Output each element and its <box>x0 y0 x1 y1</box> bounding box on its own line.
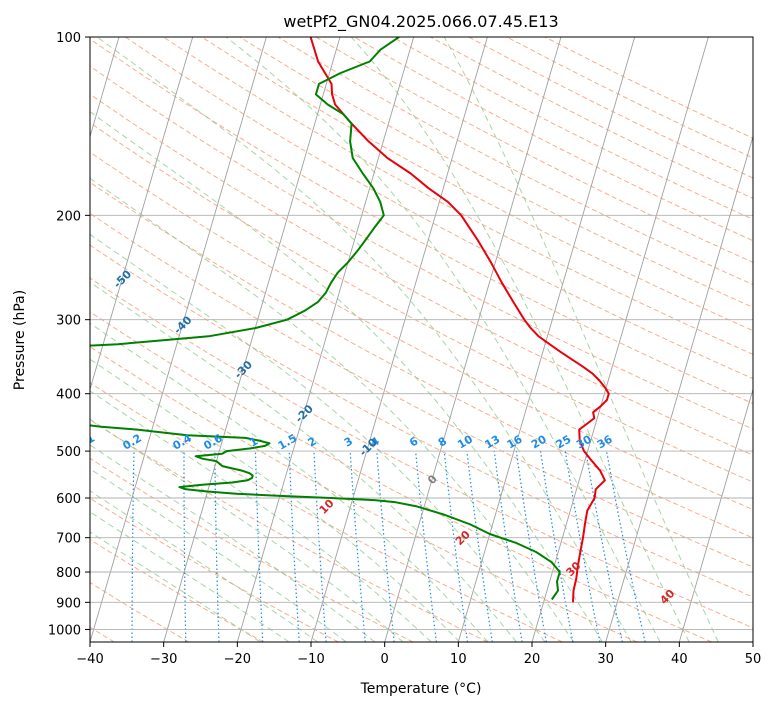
mixing-ratio-line <box>493 451 523 642</box>
moist-adiabat-line <box>90 390 432 642</box>
moist-adiabat-line <box>90 322 489 642</box>
x-tick-label: 40 <box>671 652 688 667</box>
x-tick-label: 20 <box>524 652 541 667</box>
x-tick-label: 50 <box>745 652 762 667</box>
isotherm-line <box>457 37 636 642</box>
y-tick-label: 600 <box>56 492 81 507</box>
moist-adiabat-line <box>350 37 690 642</box>
mixing-ratio-line <box>564 451 601 642</box>
y-axis-label: Pressure (hPa) <box>12 290 28 390</box>
x-tick-label: 10 <box>450 652 467 667</box>
mixing-ratio-line <box>82 451 87 642</box>
moist-adiabat-line <box>90 468 347 642</box>
y-tick-label: 1000 <box>48 623 81 638</box>
y-tick-label: 200 <box>56 209 81 224</box>
chart-title: wetPf2_GN04.2025.066.07.45.E13 <box>283 12 558 32</box>
dry-adiabat-line <box>239 37 753 308</box>
dry-adiabat-line <box>90 277 753 629</box>
isotherm-line <box>384 37 562 642</box>
dry-adiabat-line <box>90 93 753 456</box>
y-tick-label: 100 <box>56 31 81 46</box>
dewpoint-profile <box>90 37 561 601</box>
dry-adiabat-line <box>90 346 638 642</box>
dry-adiabat-line <box>90 419 488 642</box>
plot-frame <box>89 36 754 643</box>
plot-background <box>90 37 753 642</box>
isotherm-line <box>163 37 341 642</box>
y-tick-label: 400 <box>56 388 81 403</box>
moist-adiabat-line <box>443 37 719 642</box>
dry-adiabat-line <box>90 65 753 430</box>
pressure-gridlines <box>90 37 753 630</box>
y-tick-label: 900 <box>56 596 81 611</box>
dry-adiabat-line <box>90 457 414 642</box>
mixing-ratio-line <box>585 450 623 642</box>
isotherm-line <box>310 37 488 642</box>
moist-adiabat-line <box>90 490 319 642</box>
isotherm-line <box>678 387 753 642</box>
mixing-ratio-line <box>376 451 395 642</box>
mixing-ratio-lines <box>82 450 646 642</box>
mixing-ratio-line <box>443 451 469 642</box>
x-tick-label: −30 <box>150 652 177 667</box>
dry-adiabat-line <box>90 382 563 642</box>
dry-adiabat-line <box>90 122 753 483</box>
isotherm-label: -60 <box>51 221 74 244</box>
moist-adiabat-line <box>90 177 575 642</box>
isotherm-line <box>752 640 753 642</box>
sounding-profiles <box>90 37 610 603</box>
moist-adiabats <box>90 37 719 642</box>
y-tick-label: 300 <box>56 314 81 329</box>
x-axis-label: Temperature (°C) <box>360 681 482 697</box>
isotherm-line <box>531 37 709 642</box>
dry-adiabat-line <box>90 244 753 598</box>
mixing-ratio-line <box>466 451 493 642</box>
moist-adiabat-line <box>96 37 632 642</box>
dry-adiabat-line <box>277 37 753 286</box>
dry-adiabats <box>90 37 753 642</box>
x-tick-label: 0 <box>381 652 389 667</box>
x-tick-label: −40 <box>76 652 103 667</box>
x-axis-ticks: −40 −30 −20 −10 0 10 20 30 40 50 <box>76 642 761 667</box>
dry-adiabat-line <box>90 181 753 539</box>
moist-adiabat-line <box>90 111 603 642</box>
x-tick-label: −20 <box>224 652 251 667</box>
y-tick-label: 700 <box>56 532 81 547</box>
dry-adiabat-line <box>90 38 753 405</box>
temperature-profile <box>309 37 610 603</box>
moist-adiabat-line <box>225 37 661 642</box>
dry-adiabat-line <box>90 581 190 642</box>
y-axis-ticks: 1000 900 800 700 600 500 400 300 200 100 <box>48 31 90 638</box>
x-tick-label: 30 <box>597 652 614 667</box>
mixing-ratio-line <box>605 450 646 642</box>
isotherm-label: -70 <box>0 177 14 200</box>
x-tick-label: −10 <box>297 652 324 667</box>
mixing-ratio-label: 0.1 <box>74 432 97 453</box>
y-tick-label: 800 <box>56 566 81 581</box>
y-tick-label: 500 <box>56 445 81 460</box>
mixing-ratio-line <box>415 451 437 642</box>
mixing-ratio-line <box>349 451 366 642</box>
isotherm-line <box>236 37 415 642</box>
dry-adiabat-line <box>90 497 339 642</box>
moist-adiabat-line <box>90 418 404 642</box>
isotherm-line <box>90 37 194 391</box>
